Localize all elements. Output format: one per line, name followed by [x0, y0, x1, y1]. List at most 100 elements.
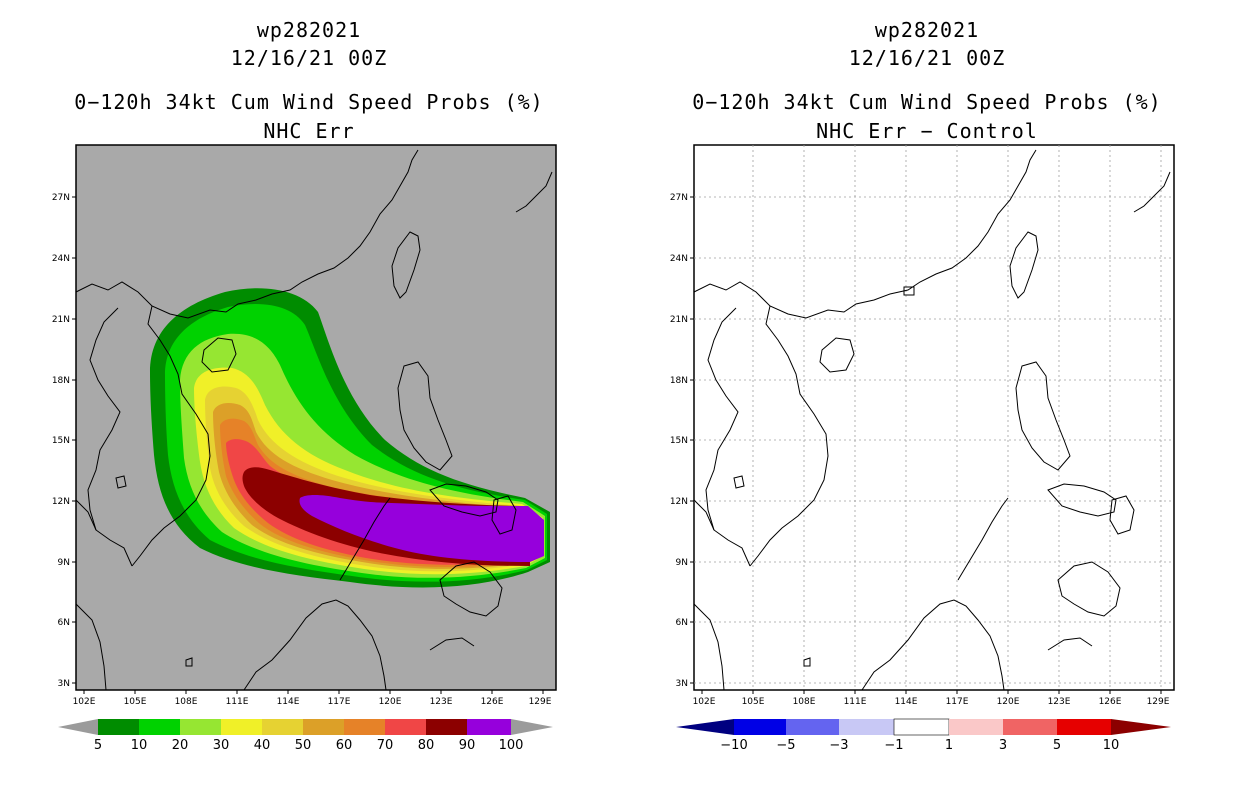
left-lon-label: 111E [226, 697, 249, 707]
right-map-figure: 102E 105E 108E 111E 114E 117E 120E 123E … [670, 144, 1175, 753]
right-product-title: 0−120h 34kt Cum Wind Speed Probs (%) [692, 90, 1162, 114]
right-colorbar-label: −1 [884, 738, 903, 753]
coast-taiwan [1009, 231, 1039, 299]
coast-ryukyu [1133, 171, 1171, 213]
coast-sulawesi-north [1047, 637, 1093, 651]
right-colorbar-swatch [893, 718, 950, 736]
right-lat-label: 9N [676, 558, 688, 568]
left-colorbar-label: 60 [336, 738, 353, 753]
coast-small-island-2 [115, 475, 127, 489]
right-colorbar-swatch [1003, 719, 1057, 735]
right-lat-label: 15N [670, 436, 688, 446]
left-subtitle: NHC Err [263, 119, 355, 143]
coast-borneo [861, 599, 1005, 691]
left-coastlines [75, 149, 553, 691]
right-subtitle: NHC Err − Control [816, 119, 1038, 143]
coast-sulawesi-north [429, 637, 475, 651]
coast-vietnam [131, 305, 211, 567]
left-lon-label: 129E [529, 697, 552, 707]
right-colorbar-swatch [786, 719, 839, 735]
coast-samar-leyte [491, 495, 517, 535]
coast-vietnam [749, 305, 829, 567]
coast-mindanao [439, 561, 503, 617]
right-lat-label: 18N [670, 376, 688, 386]
left-axis-ticks [72, 196, 544, 694]
right-colorbar-label: 10 [1103, 738, 1120, 753]
left-colorbar-label: 50 [295, 738, 312, 753]
right-lon-label: 126E [1099, 697, 1122, 707]
right-axis-ticks [690, 196, 1162, 694]
coast-hainan [819, 337, 855, 373]
right-lon-label: 123E [1048, 697, 1071, 707]
left-lon-label: 102E [73, 697, 96, 707]
coast-borneo [243, 599, 387, 691]
left-colorbar-low-arrow [58, 719, 98, 735]
left-colorbar-label: 30 [213, 738, 230, 753]
left-lat-label: 3N [58, 679, 70, 689]
left-colorbar [58, 719, 553, 735]
right-lat-label: 21N [670, 315, 688, 325]
right-lon-label: 120E [997, 697, 1020, 707]
left-colorbar-label: 80 [418, 738, 435, 753]
left-product-title: 0−120h 34kt Cum Wind Speed Probs (%) [74, 90, 544, 114]
left-lon-label: 120E [379, 697, 402, 707]
left-lat-label: 6N [58, 618, 70, 628]
coast-taiwan [391, 231, 421, 299]
left-lon-label: 108E [175, 697, 198, 707]
right-colorbar-swatch [839, 719, 894, 735]
right-lat-label: 27N [670, 193, 688, 203]
left-lat-label: 24N [52, 254, 70, 264]
right-lon-label: 117E [946, 697, 969, 707]
coast-china-south [75, 149, 419, 319]
right-colorbar-label: −10 [720, 738, 747, 753]
left-lat-label: 9N [58, 558, 70, 568]
right-colorbar-swatch [1057, 719, 1111, 735]
right-colorbar-low-arrow [676, 719, 734, 735]
left-colorbar-swatch [385, 719, 426, 735]
right-storm-id: wp282021 [874, 18, 980, 42]
left-colorbar-label: 90 [459, 738, 476, 753]
coast-palawan [957, 497, 1009, 581]
left-lon-label: 117E [328, 697, 351, 707]
coast-gulf-thailand [75, 499, 97, 531]
left-colorbar-high-arrow [511, 719, 553, 735]
left-lat-label: 15N [52, 436, 70, 446]
left-map-figure: 102E 105E 108E 111E 114E 117E 120E 123E … [52, 144, 557, 753]
right-lon-label: 114E [895, 697, 918, 707]
left-lon-label: 123E [430, 697, 453, 707]
coast-hainan [201, 337, 237, 373]
left-lat-label: 18N [52, 376, 70, 386]
left-colorbar-swatch [262, 719, 303, 735]
coast-palawan [339, 497, 391, 581]
probability-swath [150, 288, 550, 588]
right-colorbar-label: −3 [829, 738, 848, 753]
left-colorbar-swatch [139, 719, 180, 735]
left-lat-label: 21N [52, 315, 70, 325]
diff-mark-hongkong [903, 286, 915, 296]
right-date: 12/16/21 00Z [848, 46, 1006, 70]
left-colorbar-swatch [180, 719, 221, 735]
coast-luzon [1015, 361, 1071, 471]
coast-indochina-west [87, 307, 133, 567]
right-colorbar-label: −5 [776, 738, 795, 753]
left-colorbar-swatch [467, 719, 511, 735]
coast-visayas [1047, 483, 1117, 517]
left-colorbar-swatch [344, 719, 385, 735]
left-lat-label: 12N [52, 497, 70, 507]
left-lon-label: 114E [277, 697, 300, 707]
left-date: 12/16/21 00Z [230, 46, 388, 70]
right-lon-label: 111E [844, 697, 867, 707]
coast-malay [693, 603, 725, 691]
left-colorbar-label: 10 [131, 738, 148, 753]
left-storm-id: wp282021 [256, 18, 362, 42]
right-gridlines [694, 145, 1174, 690]
right-panel: wp282021 12/16/21 00Z 0−120h 34kt Cum Wi… [618, 0, 1236, 800]
right-colorbar-label: 1 [945, 738, 953, 753]
left-colorbar-swatch [303, 719, 344, 735]
left-colorbar-swatch [98, 719, 139, 735]
left-lon-label: 126E [481, 697, 504, 707]
coast-small-island-2 [733, 475, 745, 489]
right-lat-label: 12N [670, 497, 688, 507]
coast-mindanao [1057, 561, 1121, 617]
right-map-background [693, 144, 1175, 691]
